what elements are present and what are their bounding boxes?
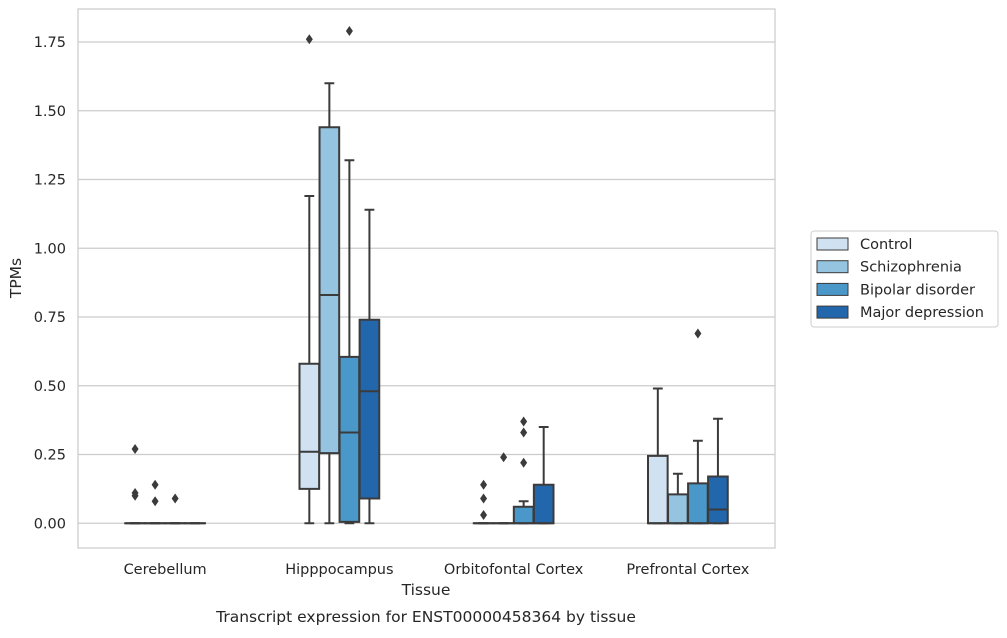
- x-tick-label: Orbitofontal Cortex: [444, 562, 584, 578]
- outlier-point: [500, 452, 507, 462]
- box: [320, 127, 340, 453]
- outlier-point: [132, 444, 139, 454]
- legend-swatch: [817, 261, 848, 273]
- box: [648, 456, 668, 523]
- y-tick-label: 0.50: [34, 379, 66, 395]
- box-plot-layer: [125, 26, 728, 523]
- box-plot: [299, 34, 319, 523]
- box-plot: [668, 474, 688, 524]
- box: [534, 485, 554, 524]
- legend-label: Major depression: [860, 305, 984, 321]
- box-plot: [474, 480, 494, 524]
- outlier-point: [346, 26, 353, 36]
- x-tick-label: Hipppocampus: [285, 562, 393, 578]
- x-tick-label: Cerebellum: [124, 562, 207, 578]
- outlier-point: [520, 417, 527, 427]
- box-plot: [340, 26, 360, 523]
- box: [340, 357, 360, 522]
- outlier-point: [152, 480, 159, 490]
- outlier-point: [480, 480, 487, 490]
- x-axis-label: Tissue: [401, 581, 451, 599]
- box: [688, 483, 708, 523]
- box-plot: [688, 329, 708, 524]
- outlier-point: [152, 496, 159, 506]
- series-group: [125, 34, 667, 523]
- outlier-point: [520, 428, 527, 438]
- outlier-point: [520, 458, 527, 468]
- y-tick-label: 1.75: [34, 35, 66, 51]
- y-tick-label: 0.00: [34, 516, 66, 532]
- legend-swatch: [817, 306, 848, 318]
- series-group: [165, 26, 707, 523]
- box: [360, 320, 380, 499]
- box-plot: [145, 480, 165, 524]
- legend-label: Bipolar disorder: [860, 282, 975, 298]
- y-tick-label: 1.25: [34, 173, 66, 189]
- legend-swatch: [817, 283, 848, 295]
- y-tick-label: 1.00: [34, 241, 66, 257]
- box: [708, 477, 728, 524]
- outlier-point: [480, 494, 487, 504]
- box-plot: [360, 210, 380, 524]
- box-plot: [320, 83, 340, 523]
- y-axis-label: TPMs: [7, 258, 25, 299]
- outlier-point: [172, 494, 179, 504]
- plot-area-frame: [78, 9, 775, 548]
- x-axis-ticks: Cerebellum Hipppocampus Orbitofontal Corte…: [124, 562, 750, 578]
- outlier-point: [480, 510, 487, 520]
- box-plot: [125, 444, 145, 523]
- y-tick-label: 1.50: [34, 104, 66, 120]
- y-axis-ticks: 0.00 0.25 0.50 0.75 1.00 1.25 1.50 1.75: [34, 35, 66, 532]
- series-group: [185, 210, 727, 524]
- box-plot: [708, 419, 728, 524]
- gridlines: [78, 42, 775, 523]
- box: [668, 494, 688, 523]
- legend-label: Control: [860, 237, 912, 253]
- legend-swatch: [817, 238, 848, 250]
- outlier-point: [306, 34, 313, 44]
- series-group: [145, 83, 687, 523]
- legend-label: Schizophrenia: [860, 260, 962, 276]
- y-tick-label: 0.75: [34, 310, 66, 326]
- legend: Control Schizophrenia Bipolar disorder Majo…: [811, 231, 998, 327]
- box-plot: [494, 452, 514, 523]
- box-plot: [648, 389, 668, 524]
- outlier-point: [694, 329, 701, 339]
- y-tick-label: 0.25: [34, 448, 66, 464]
- figure-caption: Transcript expression for ENST0000045836…: [215, 608, 636, 626]
- box: [299, 364, 319, 489]
- box-plot: [165, 494, 185, 524]
- box: [514, 507, 534, 524]
- box-plot: [514, 417, 534, 524]
- box-plot: [534, 427, 554, 523]
- x-tick-label: Prefrontal Cortex: [626, 562, 749, 578]
